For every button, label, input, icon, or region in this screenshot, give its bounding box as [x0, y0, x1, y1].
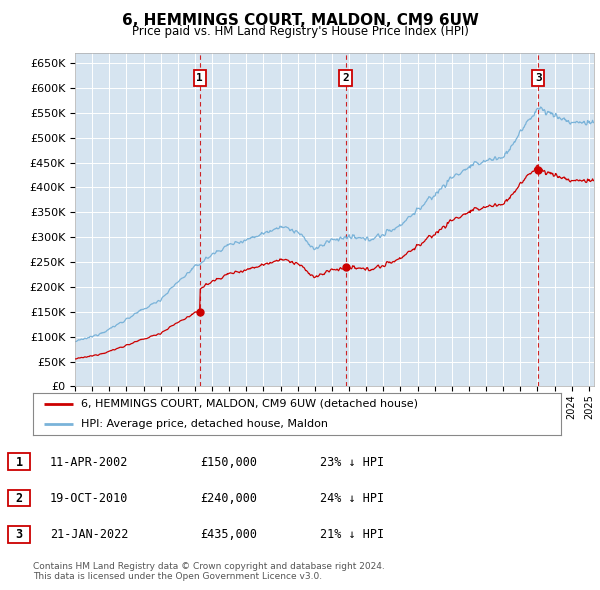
Bar: [8, 453, 30, 470]
Text: 3: 3: [16, 529, 23, 542]
Text: 1: 1: [196, 73, 203, 83]
Text: 2: 2: [342, 73, 349, 83]
Text: £435,000: £435,000: [200, 529, 257, 542]
Text: Contains HM Land Registry data © Crown copyright and database right 2024.
This d: Contains HM Land Registry data © Crown c…: [33, 562, 385, 581]
Bar: [8, 526, 30, 543]
Text: 23% ↓ HPI: 23% ↓ HPI: [320, 455, 384, 468]
Text: Price paid vs. HM Land Registry's House Price Index (HPI): Price paid vs. HM Land Registry's House …: [131, 25, 469, 38]
Text: 3: 3: [535, 73, 542, 83]
Text: 19-OCT-2010: 19-OCT-2010: [50, 492, 128, 505]
Text: 21-JAN-2022: 21-JAN-2022: [50, 529, 128, 542]
Text: 6, HEMMINGS COURT, MALDON, CM9 6UW: 6, HEMMINGS COURT, MALDON, CM9 6UW: [122, 13, 478, 28]
Text: HPI: Average price, detached house, Maldon: HPI: Average price, detached house, Mald…: [80, 419, 328, 429]
Text: £150,000: £150,000: [200, 455, 257, 468]
Text: 2: 2: [16, 492, 23, 505]
Text: 6, HEMMINGS COURT, MALDON, CM9 6UW (detached house): 6, HEMMINGS COURT, MALDON, CM9 6UW (deta…: [80, 399, 418, 408]
Text: £240,000: £240,000: [200, 492, 257, 505]
Bar: [8, 490, 30, 506]
Text: 24% ↓ HPI: 24% ↓ HPI: [320, 492, 384, 505]
Text: 11-APR-2002: 11-APR-2002: [50, 455, 128, 468]
Text: 21% ↓ HPI: 21% ↓ HPI: [320, 529, 384, 542]
Text: 1: 1: [16, 455, 23, 468]
